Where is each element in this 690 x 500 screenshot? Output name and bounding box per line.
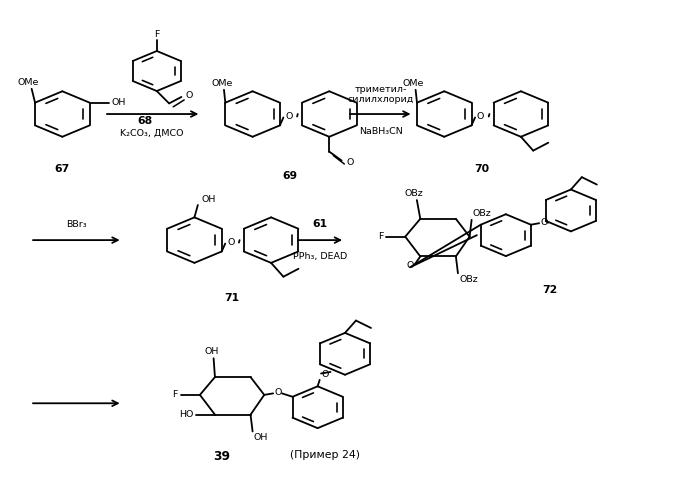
- Text: OH: OH: [254, 434, 268, 442]
- Text: OH: OH: [201, 194, 216, 203]
- Text: O: O: [227, 238, 235, 247]
- Text: 67: 67: [55, 164, 70, 174]
- Text: O: O: [285, 112, 293, 121]
- Text: K₂CO₃, ДМСО: K₂CO₃, ДМСО: [120, 129, 184, 138]
- Text: O: O: [406, 261, 413, 270]
- Text: 69: 69: [283, 172, 298, 181]
- Text: силилхлорид: силилхлорид: [348, 95, 414, 104]
- Text: OMe: OMe: [403, 79, 424, 88]
- Text: OBz: OBz: [460, 275, 478, 284]
- Text: 70: 70: [474, 164, 489, 174]
- Text: F: F: [154, 30, 159, 38]
- Text: OBz: OBz: [473, 209, 492, 218]
- Text: NaBH₃CN: NaBH₃CN: [359, 127, 402, 136]
- Text: O: O: [186, 92, 193, 100]
- Text: OMe: OMe: [211, 79, 233, 88]
- Text: (Пример 24): (Пример 24): [290, 450, 360, 460]
- Text: OMe: OMe: [17, 78, 39, 87]
- Text: триметил-: триметил-: [355, 85, 407, 94]
- Text: 61: 61: [313, 219, 328, 229]
- Text: OBz: OBz: [404, 189, 423, 198]
- Text: OH: OH: [204, 348, 219, 356]
- Text: O: O: [346, 158, 354, 167]
- Text: O: O: [540, 218, 548, 226]
- Text: PPh₃, DEAD: PPh₃, DEAD: [293, 252, 348, 261]
- Text: O: O: [321, 370, 328, 379]
- Text: O: O: [275, 388, 282, 397]
- Text: BBr₃: BBr₃: [66, 220, 87, 229]
- Text: F: F: [378, 232, 384, 241]
- Text: 39: 39: [213, 450, 230, 463]
- Text: OH: OH: [112, 98, 126, 107]
- Text: 68: 68: [137, 116, 152, 126]
- Text: F: F: [172, 390, 178, 400]
- Text: HO: HO: [179, 410, 193, 419]
- Text: 72: 72: [543, 284, 558, 294]
- Text: O: O: [477, 112, 484, 121]
- Text: 71: 71: [224, 292, 239, 302]
